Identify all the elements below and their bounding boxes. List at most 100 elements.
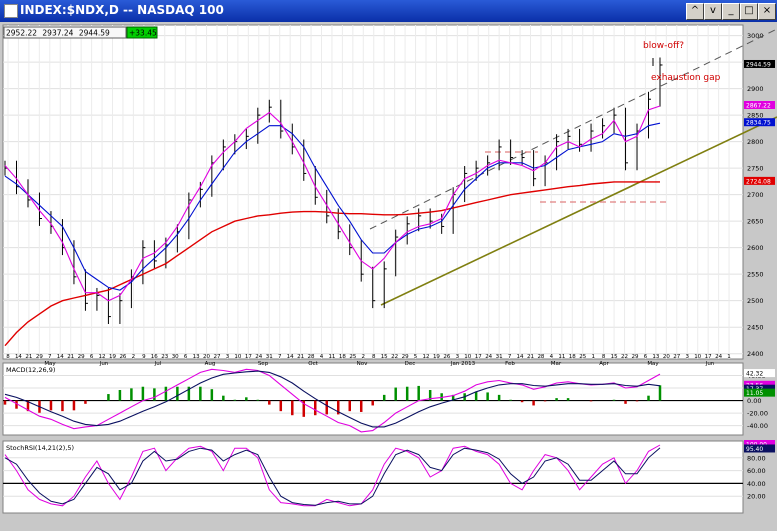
- x-month-label: Aug: [205, 361, 216, 367]
- macd-line: [4, 368, 661, 433]
- stoch-d-label: 95.40: [746, 446, 763, 453]
- x-day-label: 10: [234, 354, 241, 360]
- x-day-label: 7: [48, 354, 52, 360]
- stoch-tick-label: 80.00: [747, 454, 766, 462]
- x-day-label: 26: [443, 354, 450, 360]
- app-icon: [4, 4, 18, 18]
- macd-tick-label: -40.00: [747, 422, 768, 430]
- annotation-exhaustion-gap: exhaustion gap: [651, 73, 721, 83]
- x-day-label: 19: [109, 354, 116, 360]
- x-day-label: 29: [402, 354, 409, 360]
- x-day-label: 13: [652, 354, 659, 360]
- price-tick-label: 2450: [747, 324, 764, 332]
- x-day-label: 17: [475, 354, 482, 360]
- x-day-label: 30: [172, 354, 179, 360]
- stochrsi-panel: [2, 440, 744, 514]
- ma-fast-label: 2867.22: [746, 102, 771, 109]
- x-day-label: 6: [184, 354, 188, 360]
- x-day-label: 18: [339, 354, 346, 360]
- x-day-label: 10: [694, 354, 701, 360]
- macd-hist-label-bg: [744, 388, 775, 397]
- price-tick-label: 2750: [747, 165, 764, 173]
- x-day-label: 22: [621, 354, 628, 360]
- x-day-label: 6: [644, 354, 648, 360]
- macd-signal-line: [4, 370, 661, 428]
- price-last-label: 2944.59: [746, 61, 771, 68]
- price-tick-label: 3000: [747, 32, 764, 40]
- x-month-label: Feb: [505, 361, 515, 367]
- price-last-label-bg: [744, 59, 775, 68]
- x-day-label: 25: [579, 354, 586, 360]
- x-day-label: 2: [362, 354, 366, 360]
- resistance-trendline: [369, 28, 777, 230]
- x-day-label: 7: [508, 354, 512, 360]
- x-day-label: 14: [57, 354, 64, 360]
- ma-slow-line: [4, 122, 661, 291]
- x-day-label: 26: [119, 354, 126, 360]
- price-moving-averages: [4, 105, 661, 347]
- x-month-label: Mar: [551, 361, 562, 367]
- stock-chart[interactable]: 8 14 21 29 7 14 21 29 6 12 19 26 2 9 16 23 30 6 13 20 27 3 10 1…: [0, 22, 777, 531]
- x-day-label: 10: [464, 354, 471, 360]
- x-day-label: 29: [632, 354, 639, 360]
- x-day-label: 24: [485, 354, 492, 360]
- x-day-label: 5: [414, 354, 418, 360]
- maximize-button[interactable]: □: [740, 3, 758, 20]
- x-month-label: May: [44, 361, 56, 367]
- price-tick-label: 2600: [747, 244, 764, 252]
- quote-open: 2952.22: [6, 29, 37, 38]
- price-tick-label: 2650: [747, 218, 764, 226]
- x-day-label: 6: [90, 354, 94, 360]
- x-day-label: 1: [727, 354, 731, 360]
- ma-slow-label-bg: [744, 118, 775, 127]
- svg-text:2952.22 2937.24: 2952.22 2937.24 2944.59: [6, 29, 110, 38]
- x-day-label: 1: [591, 354, 595, 360]
- x-month-label: Jun: [99, 361, 109, 367]
- stochrsi-lines: [4, 444, 661, 507]
- x-day-label: 4: [320, 354, 324, 360]
- x-day-label: 8: [6, 354, 10, 360]
- ma-long-label: 2724.08: [746, 178, 771, 185]
- x-month-label: Dec: [405, 361, 416, 367]
- x-day-label: 15: [611, 354, 618, 360]
- x-day-label: 21: [527, 354, 534, 360]
- x-day-label: 23: [161, 354, 168, 360]
- x-day-label: 14: [15, 354, 22, 360]
- x-day-label: 7: [278, 354, 282, 360]
- x-day-label: 31: [496, 354, 503, 360]
- minimize-button[interactable]: _: [722, 3, 740, 20]
- window-title: INDEX:$NDX,D -- NASDAQ 100: [20, 3, 224, 17]
- close-button[interactable]: ×: [758, 3, 776, 20]
- quote-change: +33.45: [129, 29, 157, 38]
- x-month-label: Jun: [705, 361, 715, 367]
- x-day-label: 2: [132, 354, 136, 360]
- quote-box: 2952.22 2937.24 2944.59 +33.45: [3, 26, 158, 39]
- macd-histogram: [3, 385, 662, 417]
- scroll-up-button[interactable]: ^: [686, 3, 704, 20]
- x-day-label: 8: [602, 354, 606, 360]
- x-day-label: 3: [456, 354, 460, 360]
- x-month-label: Apr: [599, 361, 609, 367]
- ma-long-label-bg: [744, 176, 775, 185]
- x-day-label: 24: [255, 354, 262, 360]
- x-month-label: Sep: [258, 361, 269, 367]
- x-day-label: 11: [558, 354, 565, 360]
- price-tick-label: 2900: [747, 85, 764, 93]
- price-tick-label: 2800: [747, 138, 764, 146]
- quote-high: 2937.24: [42, 29, 73, 38]
- x-day-label: 12: [99, 354, 106, 360]
- scroll-down-button[interactable]: v: [704, 3, 722, 20]
- x-day-label: 3: [686, 354, 690, 360]
- x-day-label: 3: [226, 354, 230, 360]
- macd-tick-label: -20.00: [747, 410, 768, 418]
- x-day-label: 28: [537, 354, 544, 360]
- macd-value-label-bg: [744, 369, 775, 378]
- x-day-label: 8: [372, 354, 376, 360]
- annotation-blowoff: blow-off?: [643, 41, 684, 51]
- x-day-label: 21: [67, 354, 74, 360]
- x-day-label: 21: [297, 354, 304, 360]
- x-month-label: Jan 2013: [450, 361, 476, 367]
- x-day-label: 14: [517, 354, 524, 360]
- x-axis-labels: 8 14 21 29 7 14 21 29 6 12 19 26 2 9 16 23 30 6 13 20 27 3 10 1…: [6, 354, 731, 367]
